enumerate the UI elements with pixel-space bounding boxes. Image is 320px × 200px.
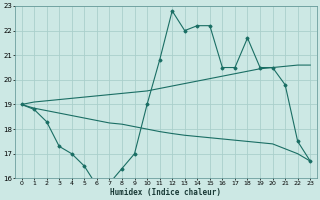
X-axis label: Humidex (Indice chaleur): Humidex (Indice chaleur): [110, 188, 221, 197]
